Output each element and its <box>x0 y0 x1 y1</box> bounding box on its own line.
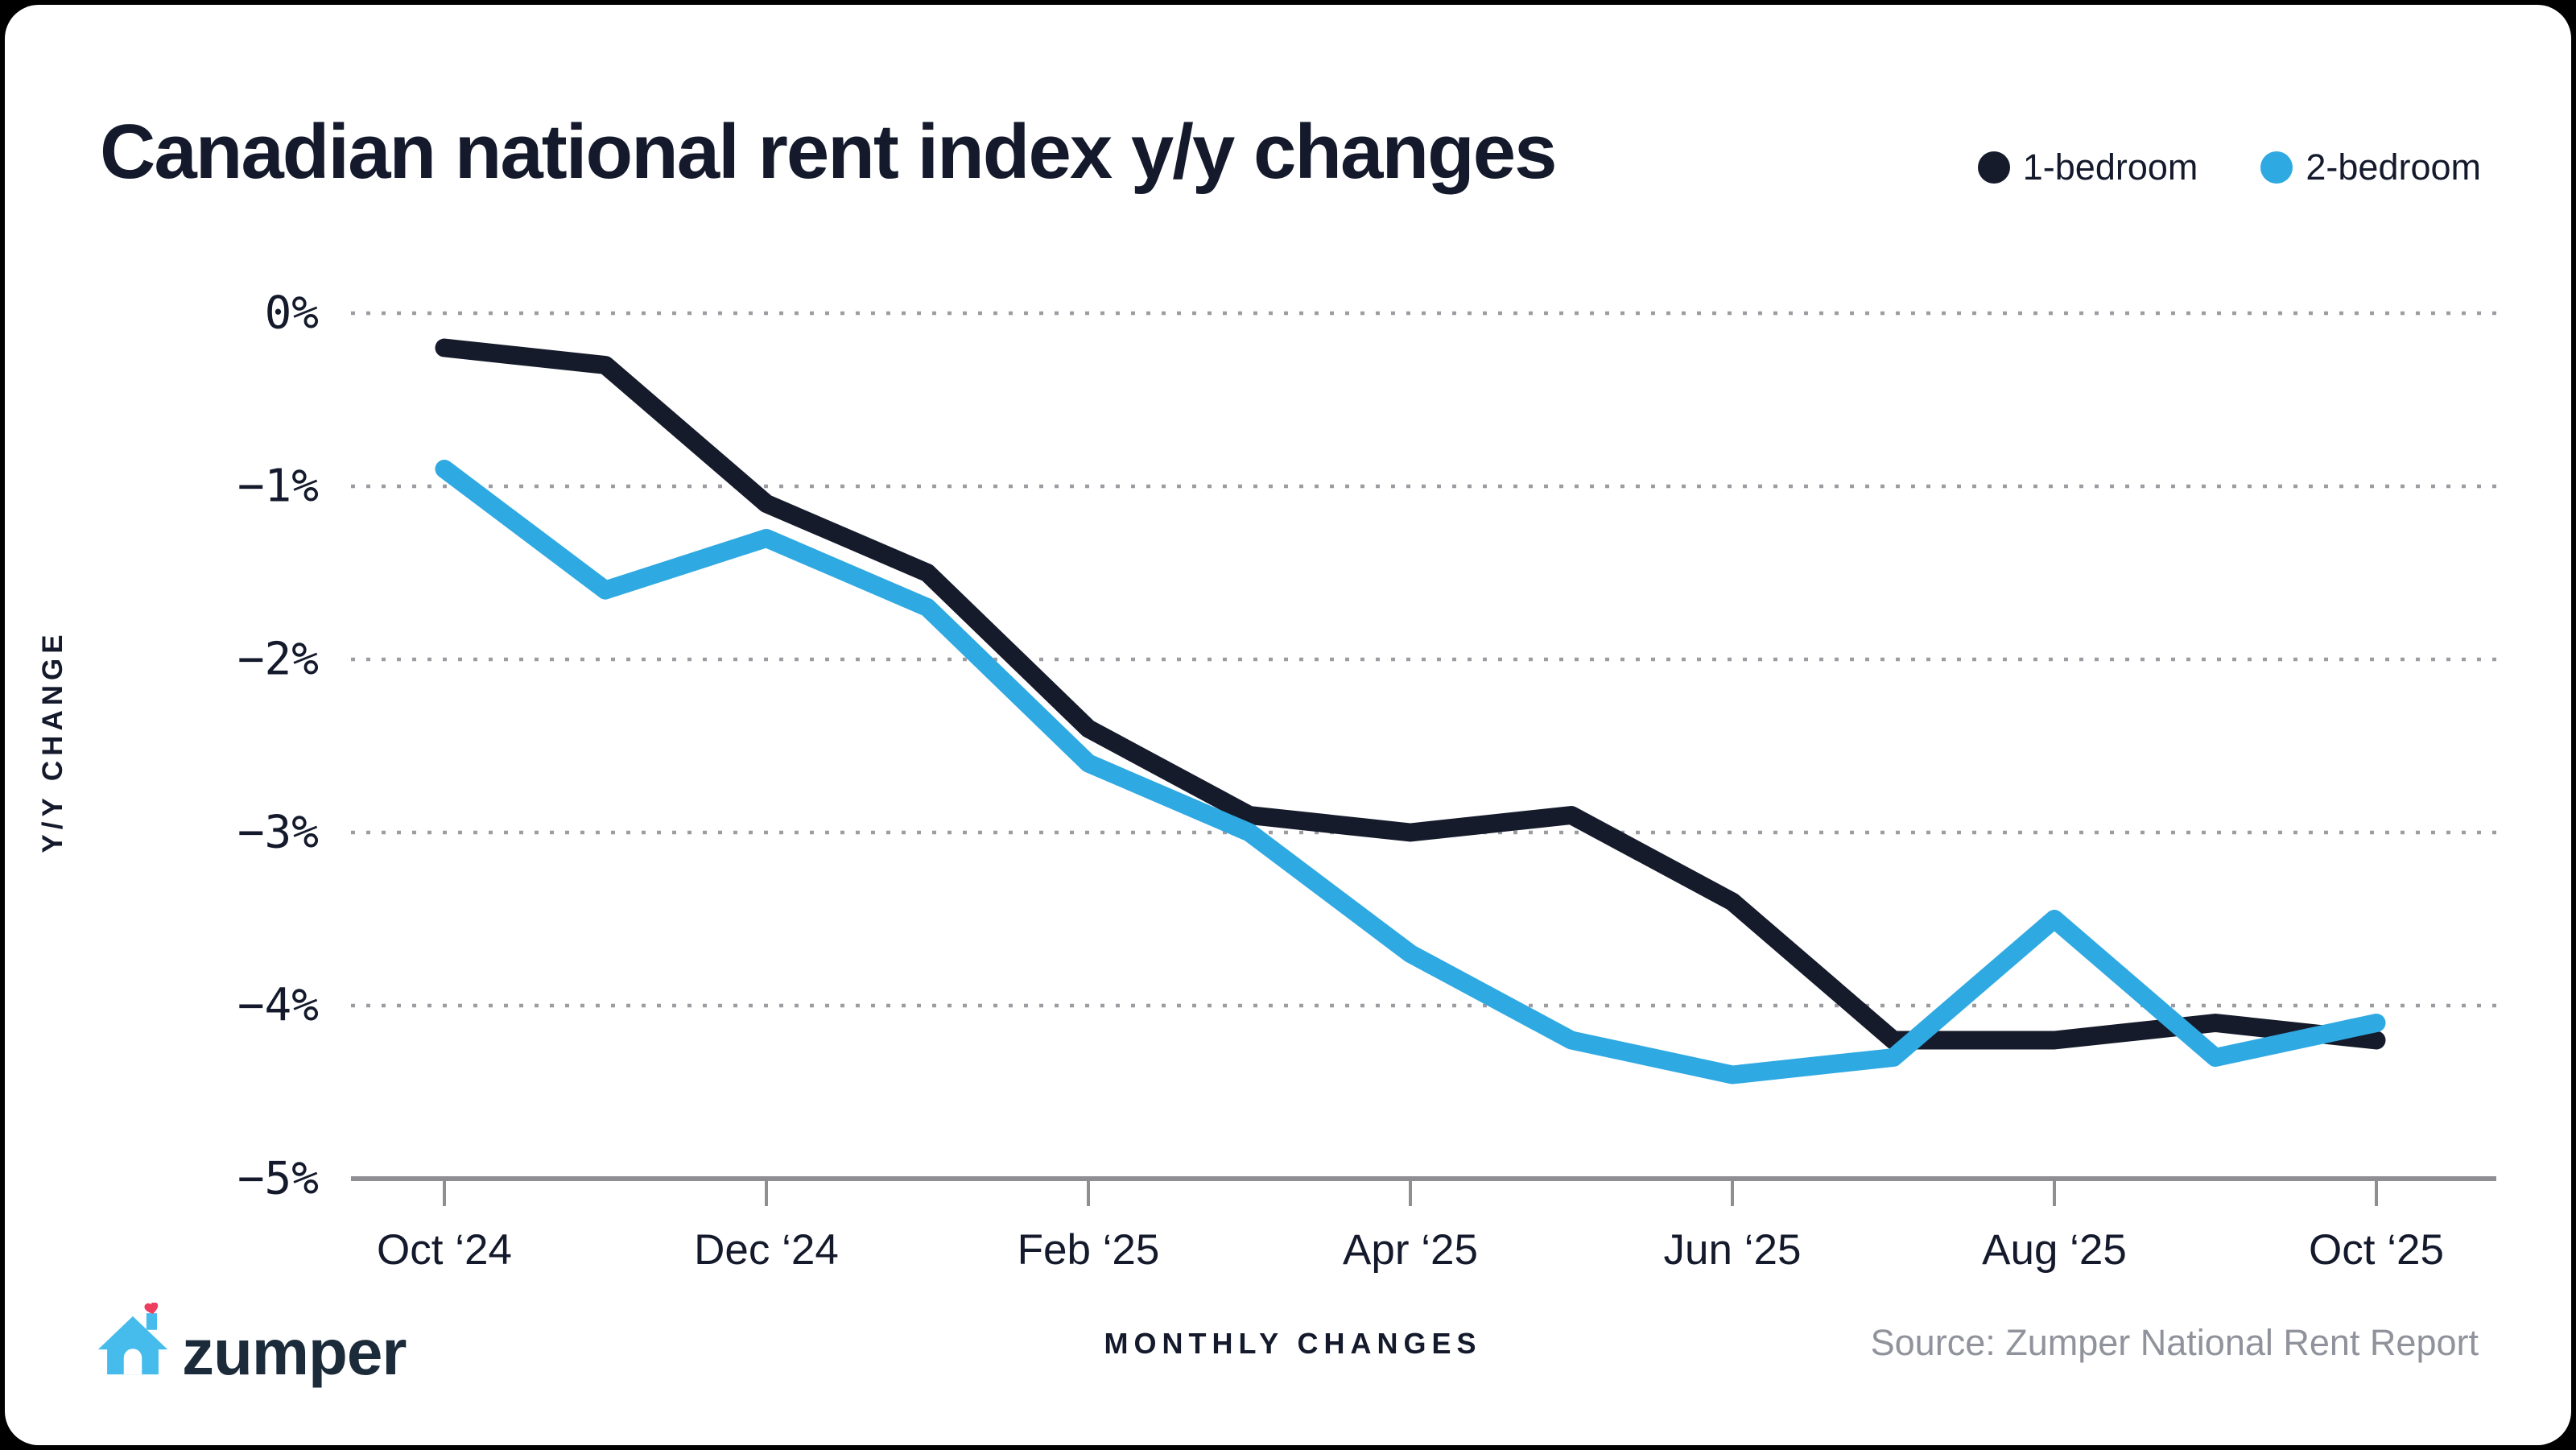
legend: 1-bedroom 2-bedroom <box>1977 147 2481 188</box>
x-tick-label: Dec ‘24 <box>694 1226 839 1274</box>
brand-logo: zumper <box>95 1303 407 1390</box>
source-credit: Source: Zumper National Rent Report <box>1870 1322 2479 1363</box>
x-tick-label: Aug ‘25 <box>1982 1226 2127 1274</box>
line-chart <box>351 311 2496 1206</box>
y-tick-label: −3% <box>237 806 319 859</box>
legend-label: 2-bedroom <box>2306 147 2481 188</box>
y-tick-label: −4% <box>237 979 319 1032</box>
chart-card: Canadian national rent index y/y changes… <box>5 5 2571 1445</box>
heart-icon <box>144 1303 159 1314</box>
zumper-house-icon <box>97 1303 168 1375</box>
x-tick-label: Apr ‘25 <box>1343 1226 1478 1274</box>
legend-item-1-bedroom: 1-bedroom <box>1977 147 2198 188</box>
house-icon <box>97 1313 168 1375</box>
house-door <box>123 1349 142 1375</box>
x-tick-label: Oct ‘24 <box>377 1226 512 1274</box>
x-tick-label: Oct ‘25 <box>2309 1226 2444 1274</box>
x-tick-label: Jun ‘25 <box>1663 1226 1802 1274</box>
legend-item-2-bedroom: 2-bedroom <box>2260 147 2481 188</box>
series-line-1-bedroom <box>435 338 2386 1050</box>
y-tick-label: −1% <box>237 460 319 513</box>
series-line-2-bedroom <box>435 460 2386 1084</box>
legend-dot <box>1977 151 2010 184</box>
x-tick-label: Feb ‘25 <box>1017 1226 1160 1274</box>
brand-wordmark: zumper <box>182 1316 407 1388</box>
legend-dot <box>2260 151 2293 184</box>
y-tick-label: −5% <box>237 1152 319 1205</box>
y-tick-label: 0% <box>264 287 319 340</box>
x-axis-title: MONTHLY CHANGES <box>1104 1327 1482 1360</box>
page-title: Canadian national rent index y/y changes <box>100 109 1557 195</box>
y-tick-label: −2% <box>237 633 319 686</box>
legend-label: 1-bedroom <box>2022 147 2198 188</box>
